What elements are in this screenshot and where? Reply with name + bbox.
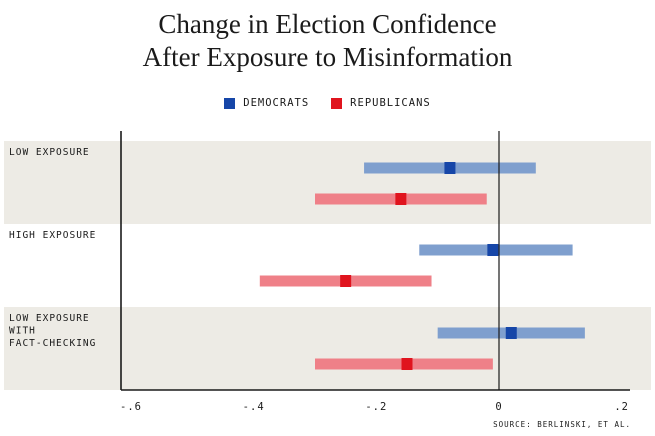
legend-swatch-republicans bbox=[331, 97, 343, 109]
republicans-point-estimate bbox=[395, 193, 407, 205]
group-label: LOW EXPOSURE bbox=[9, 147, 90, 158]
x-tick-label: .2 bbox=[614, 401, 629, 413]
group-label: HIGH EXPOSURE bbox=[9, 230, 96, 241]
group-band-3 bbox=[4, 307, 651, 390]
chart-title-line-2: After Exposure to Misinformation bbox=[142, 42, 513, 72]
x-tick-label: -.2 bbox=[365, 401, 387, 413]
democrats-point-estimate bbox=[505, 327, 517, 339]
group-label: FACT-CHECKING bbox=[9, 338, 96, 349]
legend-label-democrats: DEMOCRATS bbox=[243, 97, 310, 109]
republicans-point-estimate bbox=[340, 275, 352, 287]
legend-label-republicans: REPUBLICANS bbox=[350, 97, 431, 109]
democrats-point-estimate bbox=[444, 162, 456, 174]
democrats-point-estimate bbox=[487, 244, 499, 256]
chart-title: Change in Election Confidence After Expo… bbox=[0, 8, 655, 74]
legend-item-democrats: DEMOCRATS bbox=[224, 97, 309, 109]
republicans-point-estimate bbox=[401, 358, 413, 370]
x-tick-label: -.4 bbox=[243, 401, 265, 413]
group-label: LOW EXPOSURE bbox=[9, 313, 90, 324]
legend-item-republicans: REPUBLICANS bbox=[331, 97, 431, 109]
legend: DEMOCRATS REPUBLICANS bbox=[0, 97, 655, 109]
x-tick-label: -.6 bbox=[120, 401, 142, 413]
group-label: WITH bbox=[9, 326, 36, 337]
chart-title-line-1: Change in Election Confidence bbox=[158, 9, 497, 39]
source-note: SOURCE: BERLINSKI, ET AL. bbox=[493, 420, 631, 429]
group-band-1 bbox=[4, 141, 651, 224]
legend-swatch-democrats bbox=[224, 97, 236, 109]
x-tick-label: 0 bbox=[495, 401, 502, 413]
